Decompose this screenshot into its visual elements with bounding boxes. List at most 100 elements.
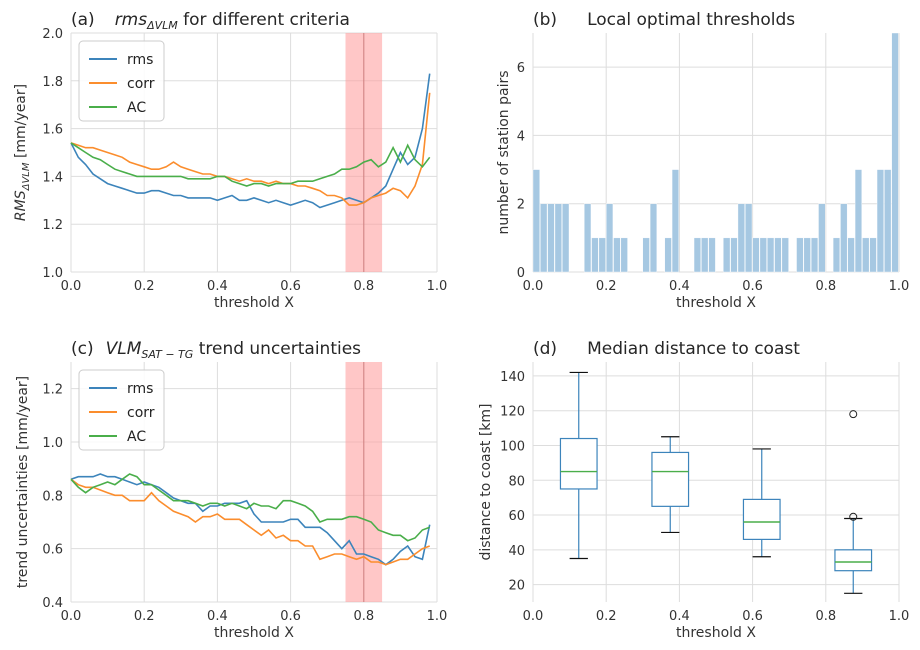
panel-c: 0.0 0.2 0.4 0.6 0.8 1.0 0.4 0.6 0.8 1.0 1.2 thresho… (15, 339, 447, 641)
histogram-bar (562, 203, 570, 273)
x-tick-label: 0.2 (134, 609, 155, 624)
title-main: Median distance to coast (587, 339, 800, 359)
x-tick-label: 0.4 (207, 609, 228, 624)
x-tick-label: 0.2 (596, 609, 617, 624)
y-tick-label: 140 (500, 370, 525, 385)
x-tick-label: 0.2 (134, 279, 155, 294)
panel-a: 0.0 0.2 0.4 0.6 0.8 1.0 1.0 1.2 1.4 1.6 1.8 2.0 thre… (13, 10, 447, 311)
histogram-bar (840, 203, 848, 273)
histogram-bar (649, 203, 658, 273)
y-tick-label: 100 (500, 439, 525, 454)
histogram-bar (606, 203, 614, 273)
histogram-bar (554, 203, 562, 273)
histogram-bar (869, 237, 877, 273)
histogram-bar (796, 237, 804, 273)
legend-label-corr: corr (127, 76, 155, 92)
x-tick-label: 0.6 (742, 279, 763, 294)
histogram-bar (854, 169, 863, 273)
x-tick-label: 1.0 (427, 609, 448, 624)
y-tick-label: 2 (517, 198, 525, 213)
x-axis-label: threshold X (676, 625, 756, 641)
y-tick-label: 0.4 (42, 596, 63, 611)
x-axis-label: threshold X (676, 295, 756, 311)
histogram-bar (730, 237, 738, 273)
box-1 (651, 436, 690, 534)
histogram-bar (876, 169, 884, 273)
y-axis-label: number of station pairs (496, 70, 512, 234)
y-tick-label: 1.6 (42, 123, 63, 138)
histogram-bar (737, 203, 745, 273)
histogram-bar (884, 169, 892, 273)
legend: rms corr AC (78, 40, 165, 122)
y-tick-label: 2.0 (42, 27, 63, 42)
legend-label-rms: rms (127, 52, 153, 68)
x-tick-label: 0.6 (280, 279, 301, 294)
y-tick-label: 4 (517, 129, 525, 144)
histogram-bar (620, 237, 628, 273)
histogram-bar (745, 203, 753, 273)
plot-area-b (533, 33, 899, 272)
y-tick-label: 20 (508, 579, 525, 594)
panel-label: (b) (533, 10, 557, 30)
histogram-bar (693, 237, 701, 273)
x-tick-label: 0.0 (61, 279, 82, 294)
x-tick-label: 0.4 (207, 279, 228, 294)
x-tick-label: 1.0 (427, 279, 448, 294)
histogram-bar (847, 237, 855, 273)
y-tick-label: 0.6 (42, 543, 63, 558)
histogram-bar (598, 237, 606, 273)
x-tick-label: 0.8 (353, 609, 374, 624)
histogram-bar (767, 237, 775, 273)
box-iqr (834, 549, 873, 572)
box-iqr (651, 451, 690, 507)
box-iqr (559, 437, 598, 490)
series-line-AC (70, 142, 431, 187)
histogram-bar (591, 237, 599, 273)
box-2 (742, 448, 781, 558)
y-axis-label: trend uncertainties [mm/year] (15, 376, 31, 588)
series-line-corr (70, 92, 431, 206)
y-tick-label: 1.0 (42, 266, 63, 281)
y-axis-label: RMSΔVLM [mm/year] (13, 84, 32, 221)
outlier-point (849, 410, 858, 419)
box-iqr (742, 498, 781, 540)
x-tick-label: 0.8 (815, 279, 836, 294)
legend-box (78, 40, 165, 122)
series-line-AC (70, 473, 430, 542)
histogram-bar (613, 237, 621, 273)
histogram-bar (708, 237, 716, 273)
histogram-bar (781, 237, 789, 273)
title-main: Local optimal thresholds (587, 10, 795, 30)
panel-title: (b) Local optimal thresholds (533, 10, 795, 30)
legend-box (78, 369, 165, 451)
box-3 (834, 410, 873, 594)
histogram-bar (547, 203, 555, 273)
panel-title: (d) Median distance to coast (533, 339, 800, 359)
x-tick-label: 0.6 (742, 609, 763, 624)
y-tick-label: 1.8 (42, 75, 63, 90)
histogram-bar (584, 203, 592, 273)
y-tick-label: 60 (508, 509, 525, 524)
panel-b: 0.0 0.2 0.4 0.6 0.8 1.0 0 2 4 6 threshold X (b) Loca… (496, 10, 909, 311)
y-tick-label: 120 (500, 405, 525, 420)
panel-title: (c) VLMSAT − TG trend uncertainties (71, 339, 361, 361)
panel-label: (c) (71, 339, 94, 359)
y-axis-label: distance to coast [km] (478, 403, 494, 560)
panel-title: (a) rmsΔVLM for different criteria (71, 10, 350, 32)
histogram-bar (818, 203, 826, 273)
x-tick-label: 0.6 (280, 609, 301, 624)
x-tick-label: 0.0 (523, 279, 544, 294)
histogram-bar (723, 237, 731, 273)
x-tick-label: 0.8 (815, 609, 836, 624)
y-tick-label: 1.2 (42, 383, 63, 398)
x-tick-label: 1.0 (889, 609, 910, 624)
histogram-bar (810, 237, 819, 273)
x-tick-label: 0.0 (61, 609, 82, 624)
y-tick-label: 1.0 (42, 436, 63, 451)
histogram-bar (832, 237, 841, 273)
y-tick-label: 6 (517, 61, 525, 76)
legend-label-AC: AC (127, 100, 146, 116)
outlier-point (849, 512, 858, 521)
x-axis-label: threshold X (214, 295, 294, 311)
